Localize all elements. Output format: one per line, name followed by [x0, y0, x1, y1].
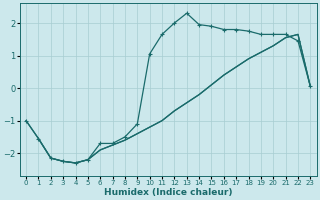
- X-axis label: Humidex (Indice chaleur): Humidex (Indice chaleur): [104, 188, 232, 197]
